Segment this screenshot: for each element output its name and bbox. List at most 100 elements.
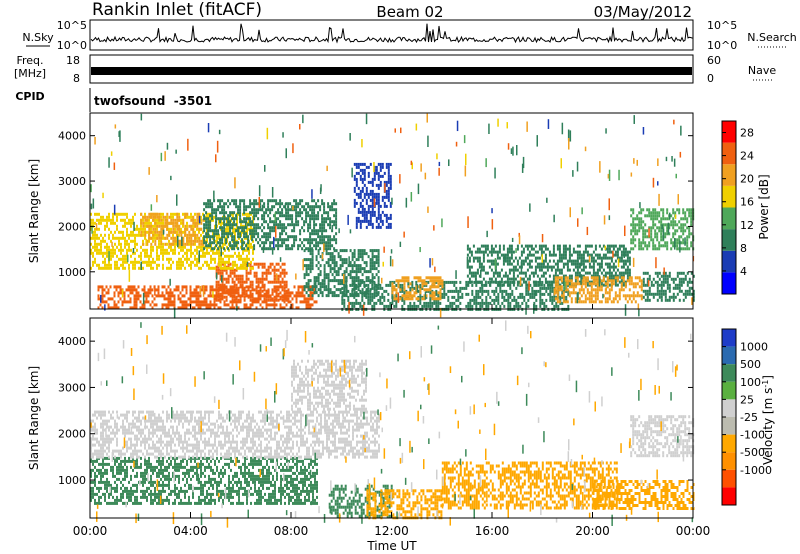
power-cell bbox=[170, 257, 172, 261]
power-cell bbox=[335, 261, 338, 265]
power-cell bbox=[522, 259, 525, 263]
power-cell bbox=[204, 251, 206, 255]
power-cell bbox=[172, 236, 175, 240]
power-cell bbox=[476, 250, 479, 254]
power-cell bbox=[112, 233, 114, 237]
power-cell bbox=[105, 300, 108, 304]
power-cell bbox=[281, 262, 284, 266]
power-cell bbox=[221, 241, 224, 245]
power-cell bbox=[600, 247, 603, 251]
power-cell bbox=[157, 294, 160, 298]
power-cell bbox=[239, 283, 242, 287]
power-cell bbox=[598, 253, 601, 257]
power-cell bbox=[124, 254, 126, 258]
power-cell bbox=[534, 265, 537, 269]
power-cell bbox=[146, 230, 148, 234]
power-cell bbox=[553, 304, 556, 308]
power-cell bbox=[291, 297, 294, 301]
power-cell bbox=[323, 282, 326, 286]
power-cell bbox=[323, 220, 326, 224]
power-cell bbox=[594, 271, 597, 275]
power-cell bbox=[153, 303, 156, 307]
power-cell bbox=[253, 202, 256, 206]
power-cell bbox=[500, 277, 503, 281]
power-cell bbox=[162, 224, 165, 228]
power-cell bbox=[252, 245, 254, 249]
power-cell bbox=[375, 219, 378, 223]
power-cell bbox=[596, 274, 599, 278]
power-cell bbox=[466, 253, 469, 257]
power-cell bbox=[207, 235, 210, 239]
power-cell bbox=[176, 215, 179, 219]
power-cell bbox=[548, 283, 551, 287]
power-cell bbox=[203, 247, 206, 251]
power-cell bbox=[592, 259, 595, 263]
power-cell bbox=[142, 218, 144, 222]
power-cell bbox=[154, 260, 156, 264]
power-cell bbox=[279, 205, 282, 209]
power-cell bbox=[183, 306, 186, 310]
power-cell bbox=[554, 271, 557, 275]
power-cell bbox=[387, 222, 390, 226]
power-cell bbox=[205, 303, 208, 307]
power-cell bbox=[688, 247, 691, 251]
power-cell bbox=[387, 177, 390, 181]
power-cell bbox=[377, 201, 380, 205]
power-cell bbox=[158, 263, 160, 267]
power-cell bbox=[190, 251, 192, 255]
power-cell bbox=[542, 274, 545, 278]
power-cell bbox=[90, 251, 92, 255]
power-cell bbox=[317, 273, 320, 277]
power-cell bbox=[287, 235, 290, 239]
power-cell bbox=[524, 259, 527, 263]
power-cell bbox=[197, 303, 200, 307]
power-cell bbox=[198, 227, 201, 231]
power-cell bbox=[401, 304, 404, 308]
power-cell bbox=[241, 229, 244, 233]
power-cell bbox=[403, 298, 406, 302]
power-cell bbox=[215, 244, 218, 248]
power-cell bbox=[180, 266, 182, 270]
power-cell bbox=[213, 247, 216, 251]
power-cell bbox=[365, 279, 368, 283]
power-cell bbox=[172, 233, 174, 237]
power-cell bbox=[536, 274, 539, 278]
power-cell bbox=[385, 180, 388, 184]
power-cell bbox=[555, 304, 558, 308]
power-cell bbox=[470, 250, 473, 254]
power-cell bbox=[155, 294, 158, 298]
power-cell bbox=[610, 288, 613, 292]
power-cell bbox=[98, 266, 100, 270]
power-cell bbox=[532, 247, 535, 251]
power-cell bbox=[158, 212, 161, 216]
power-cell bbox=[311, 303, 314, 307]
power-cell bbox=[375, 291, 378, 295]
power-cell bbox=[253, 205, 256, 209]
power-cell bbox=[124, 257, 126, 261]
power-cell bbox=[377, 276, 380, 280]
power-cell bbox=[371, 295, 374, 299]
power-cell bbox=[564, 262, 567, 266]
power-cell bbox=[666, 247, 669, 251]
power-cell bbox=[144, 221, 146, 225]
power-cell bbox=[632, 238, 635, 242]
power-cell bbox=[624, 271, 627, 275]
power-cell bbox=[552, 259, 555, 263]
power-cell bbox=[476, 259, 479, 263]
power-cell bbox=[237, 292, 240, 296]
power-cell bbox=[636, 217, 639, 221]
power-cell bbox=[417, 279, 420, 283]
power-cell bbox=[425, 301, 428, 305]
power-cell bbox=[104, 233, 106, 237]
power-cell bbox=[140, 230, 143, 234]
power-cell bbox=[636, 232, 639, 236]
power-cell bbox=[371, 286, 374, 290]
power-cell bbox=[253, 235, 256, 239]
power-cell bbox=[215, 292, 218, 296]
power-cell bbox=[130, 233, 132, 237]
power-cell bbox=[226, 254, 228, 258]
power-cell bbox=[207, 220, 210, 224]
power-cell bbox=[126, 221, 128, 225]
power-cell bbox=[401, 279, 404, 283]
power-cell bbox=[142, 239, 144, 243]
